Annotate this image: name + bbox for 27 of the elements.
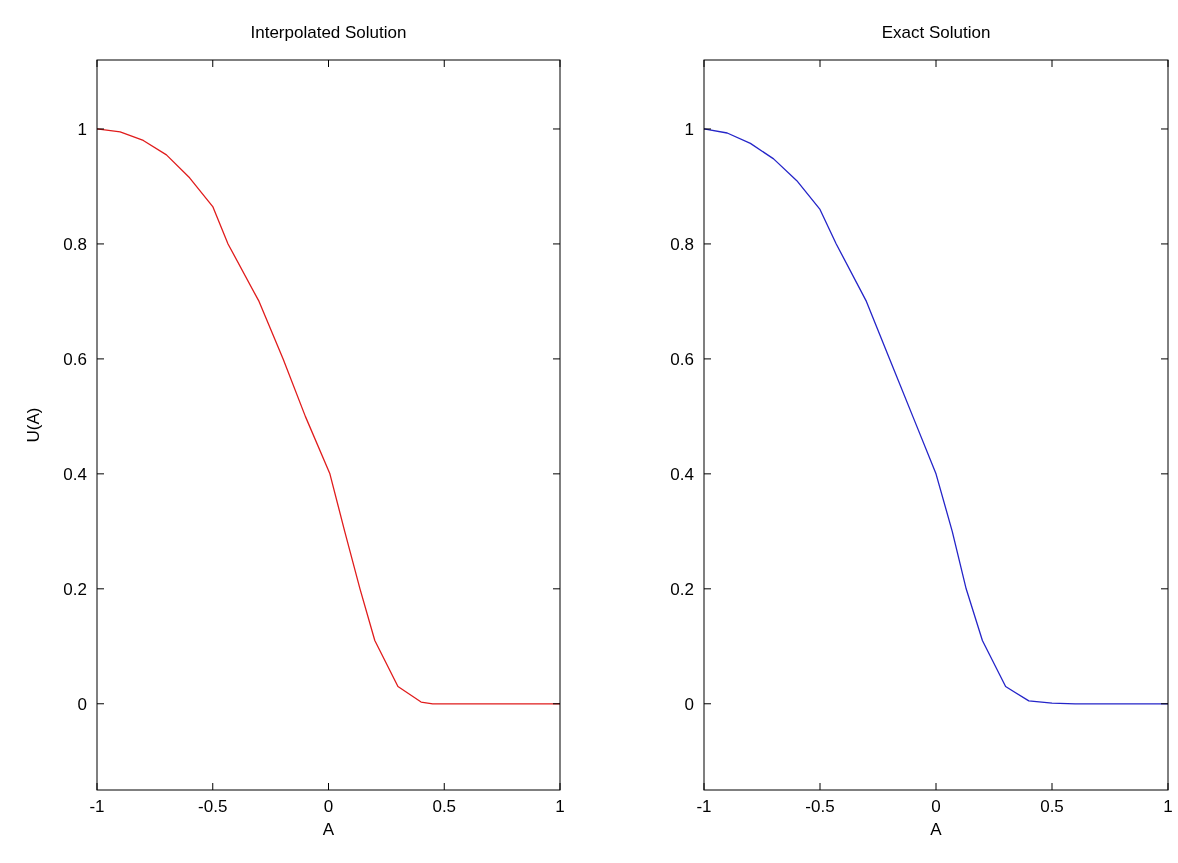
y-tick-label: 0 — [684, 694, 694, 714]
y-tick-label: 1 — [684, 119, 694, 139]
y-tick-label: 0.6 — [670, 349, 694, 369]
chart-title: Exact Solution — [881, 23, 991, 42]
x-tick-label: 1 — [555, 797, 565, 816]
x-tick-label: 0 — [931, 797, 941, 816]
x-tick-label: -1 — [89, 797, 105, 816]
x-tick-label: 0.5 — [432, 797, 457, 816]
y-axis-title: U(A) — [24, 407, 43, 443]
y-tick-label: 0.2 — [63, 579, 87, 599]
x-tick-label: -0.5 — [198, 797, 228, 816]
x-tick-label: -0.5 — [805, 797, 835, 816]
y-tick-label: 0.4 — [63, 464, 87, 484]
y-tick-label: 0.8 — [670, 234, 694, 254]
x-tick-label: 0 — [323, 797, 334, 816]
x-axis-title: A — [322, 820, 335, 839]
y-tick-label: 0.2 — [670, 579, 694, 599]
y-tick-label: 1 — [77, 119, 87, 139]
y-tick-label: 0.4 — [670, 464, 694, 484]
x-axis-title: A — [930, 820, 943, 839]
x-tick-label: 0.5 — [1040, 797, 1064, 816]
chart-title: Interpolated Solution — [250, 23, 407, 42]
x-tick-label: 1 — [1163, 797, 1173, 816]
x-tick-label: -1 — [696, 797, 712, 816]
y-tick-label: 0.6 — [63, 349, 87, 369]
y-tick-label: 0 — [77, 694, 87, 714]
y-tick-label: 0.8 — [63, 234, 87, 254]
